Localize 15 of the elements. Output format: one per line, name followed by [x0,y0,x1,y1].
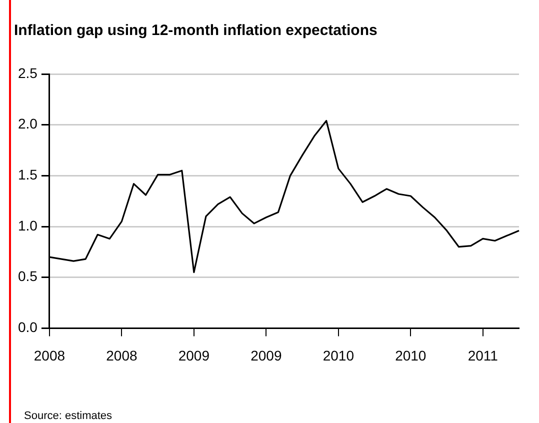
x-tick-label: 2010 [395,347,426,364]
x-tick-label: 2009 [250,347,282,364]
y-tick-label: 2.5 [18,64,38,81]
y-tick-label: 1.5 [18,166,38,183]
x-tick-label: 2010 [322,347,354,364]
y-tick-label: 1.0 [18,217,38,234]
x-tick-label: 2008 [34,347,66,364]
x-tick-label: 2008 [106,347,138,364]
x-tick-label: 2011 [468,347,498,364]
y-tick-label: 2.0 [18,116,38,132]
chart-title: Inflation gap using 12-month inflation expectations [14,22,378,40]
x-tick-label: 2009 [178,347,210,364]
y-tick-label: 0.5 [18,268,38,284]
source-note: Source: estimates [24,410,113,422]
y-tick-label: 0.0 [18,319,38,336]
